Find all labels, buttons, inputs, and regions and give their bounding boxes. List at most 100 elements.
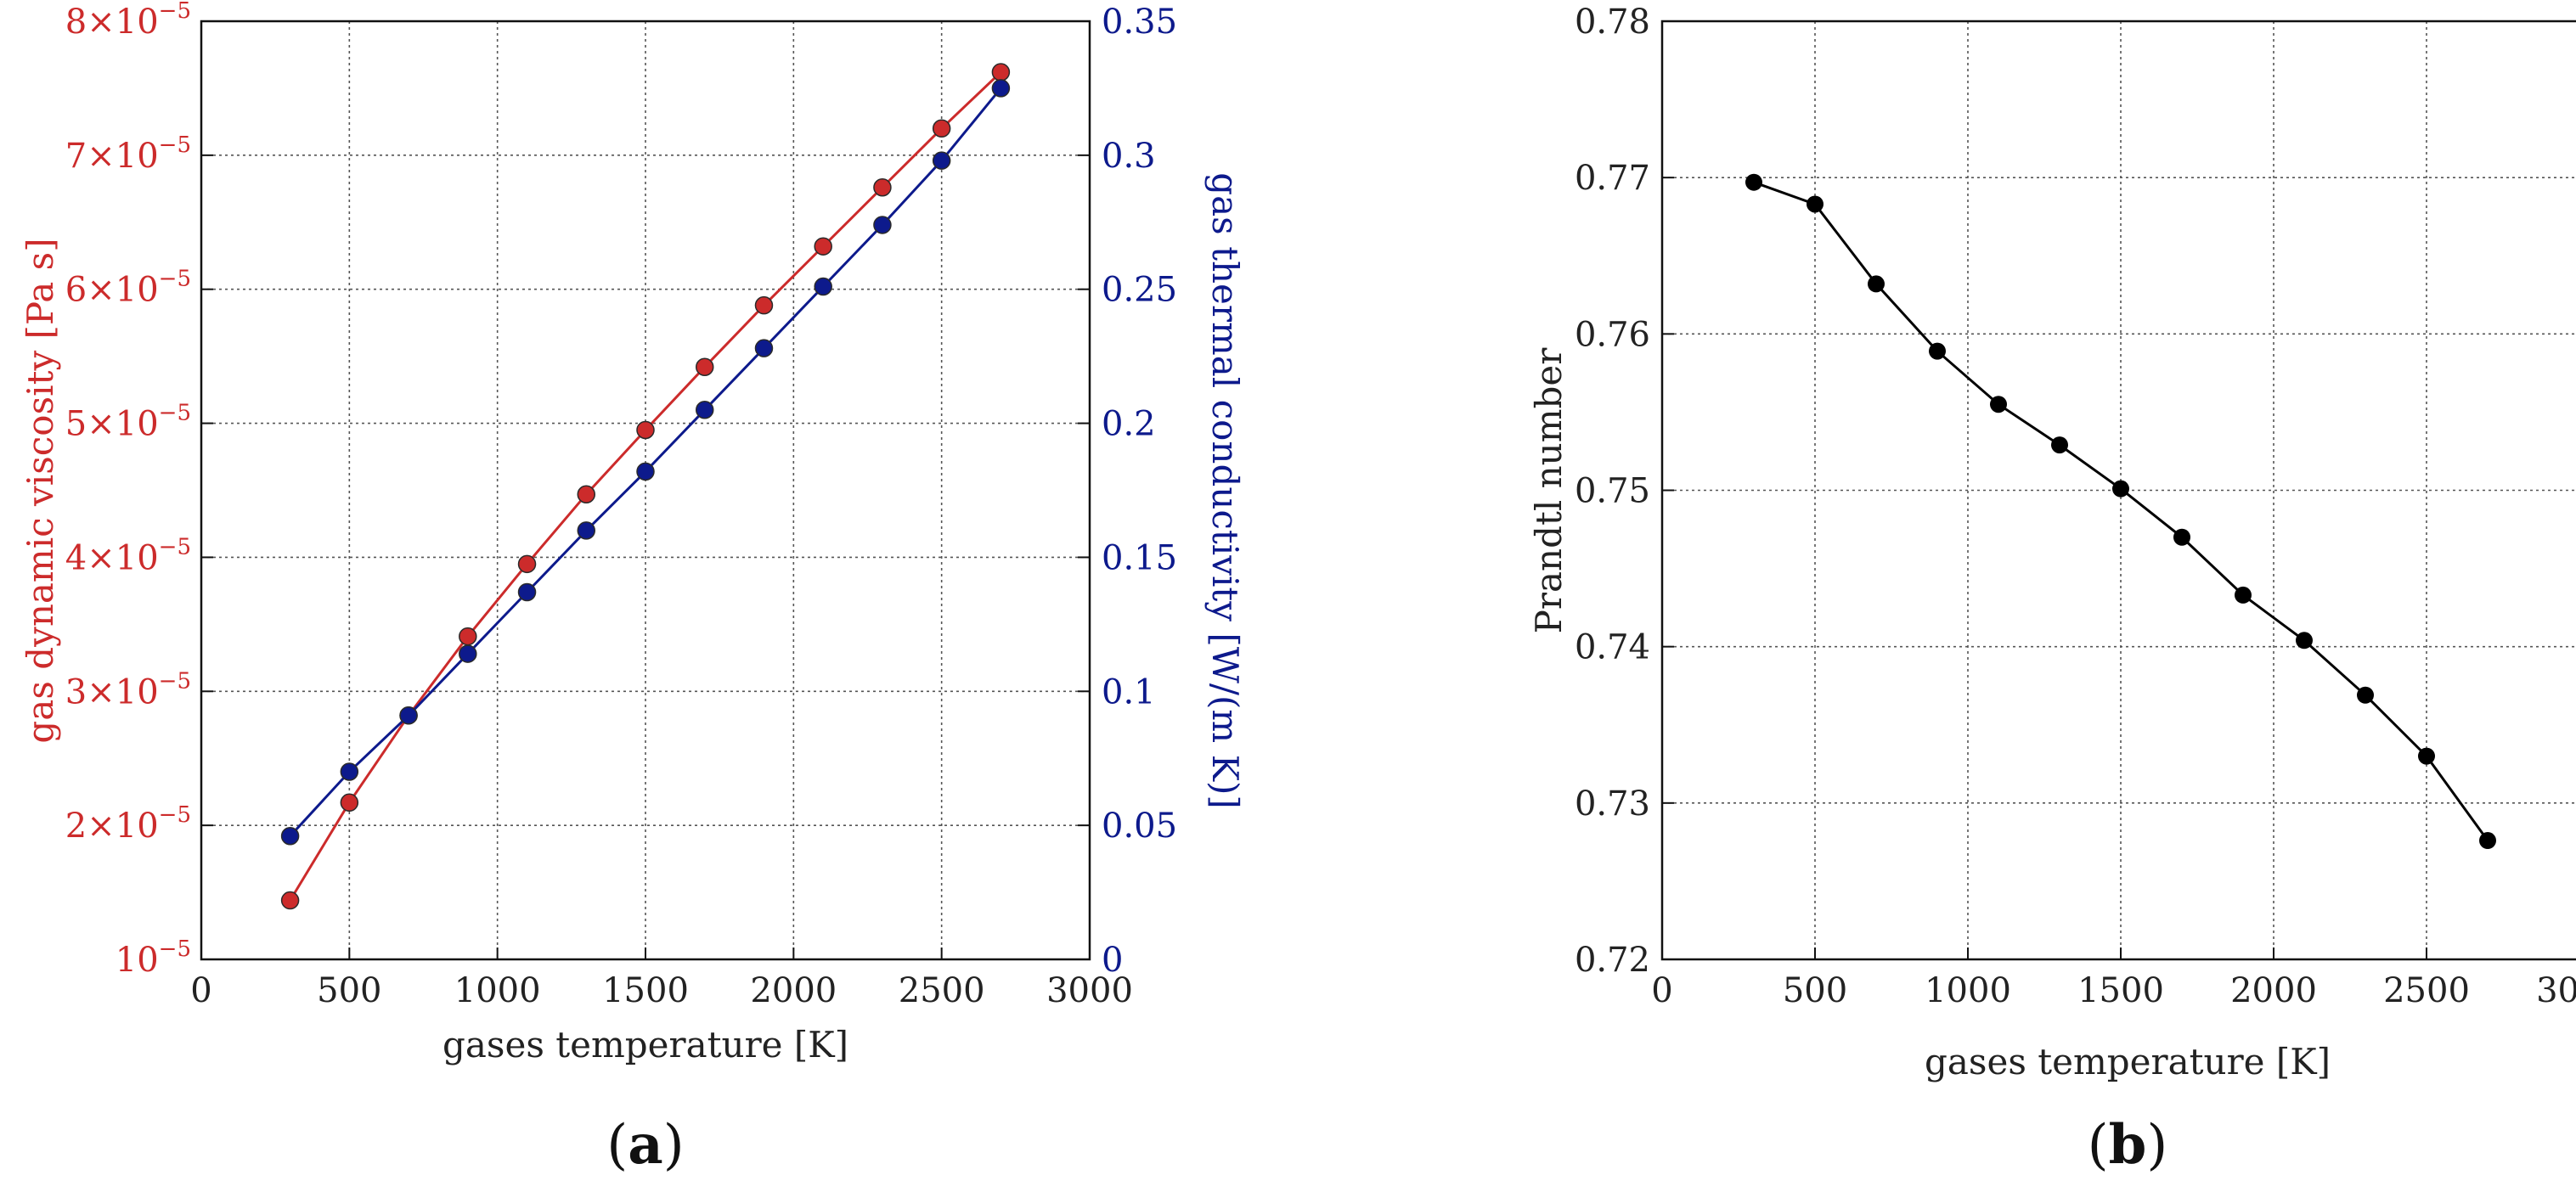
panel-a-y2-tick-label: 0 bbox=[1102, 941, 1123, 980]
panel-b-y-tick-label: 0.73 bbox=[1575, 784, 1650, 824]
panel-a-viscosity-point bbox=[340, 793, 359, 812]
panel-a-y-tick-label: 6×10−5 bbox=[65, 267, 191, 310]
panel-b-y-tick-label: 0.75 bbox=[1575, 472, 1650, 511]
panel-b-prandtl-point bbox=[1745, 173, 1762, 191]
panel-b-x-axis-label: gases temperature [K] bbox=[1925, 1041, 2331, 1082]
panel-a-conductivity-point bbox=[991, 79, 1011, 98]
panel-a-x-tick-label: 500 bbox=[317, 971, 381, 1010]
panel-b-prandtl-point bbox=[2357, 686, 2374, 704]
panel-a-viscosity-point bbox=[754, 295, 774, 315]
panel-a-conductivity-point bbox=[695, 401, 714, 419]
panel-a-y2-tick-label: 0.15 bbox=[1102, 538, 1177, 577]
panel-b-y-tick-label: 0.74 bbox=[1575, 628, 1650, 667]
panel-a-viscosity-point bbox=[636, 420, 655, 440]
panel-b-prandtl-point bbox=[2235, 586, 2252, 604]
panel-b-prandtl-point bbox=[2173, 528, 2190, 546]
panel-a-y-tick-label: 2×10−5 bbox=[65, 802, 191, 846]
panel-a-viscosity-point bbox=[932, 119, 951, 138]
panel-a-grid bbox=[201, 21, 1090, 959]
panel-a-y-tick-label: 8×10−5 bbox=[65, 0, 191, 42]
panel-b-x-tick-label: 2500 bbox=[2383, 971, 2470, 1010]
panel-a-caption-close: ) bbox=[663, 1114, 685, 1177]
panel-a-x-tick-label: 1500 bbox=[602, 971, 689, 1010]
panel-a-caption-open: ( bbox=[606, 1114, 628, 1177]
panel-b-ticks bbox=[1661, 20, 2427, 960]
panel-b-x-tick-label: 2000 bbox=[2230, 971, 2317, 1010]
panel-a-viscosity-point bbox=[873, 177, 892, 197]
panel-a-viscosity-point bbox=[517, 554, 537, 574]
panel-a-conductivity-point bbox=[932, 151, 951, 170]
panel-a-y2-axis-label: gas thermal conductivity [W/(m K)] bbox=[1204, 172, 1246, 809]
panel-a-y2-tick-label: 0.3 bbox=[1102, 137, 1156, 176]
panel-b-prandtl-point bbox=[1929, 342, 1946, 360]
panel-b-x-tick-label: 3000 bbox=[2536, 971, 2576, 1010]
panel-a-y2-tick-label: 0.25 bbox=[1102, 271, 1177, 310]
panel-a-conductivity-point bbox=[517, 582, 537, 602]
panel-a-viscosity-point bbox=[280, 891, 300, 910]
panel-a-conductivity-point bbox=[340, 762, 359, 781]
panel-b-caption-open: ( bbox=[2088, 1114, 2109, 1177]
panel-b-prandtl-point bbox=[1807, 195, 1823, 213]
panel-a-conductivity-point bbox=[636, 462, 655, 481]
panel-a-viscosity-point bbox=[695, 357, 714, 377]
panel-a-viscosity-point bbox=[991, 63, 1011, 82]
panel-b-prandtl-point bbox=[2051, 436, 2068, 454]
panel-b-y-tick-label: 0.78 bbox=[1575, 3, 1650, 42]
panel-b-prandtl-point bbox=[2112, 480, 2129, 498]
panel-a-y-tick-label: 3×10−5 bbox=[65, 668, 191, 711]
panel-a-x-tick-labels: 0 500 1000 1500 2000 2500 3000 bbox=[190, 971, 1133, 1010]
panel-b-prandtl-point bbox=[2296, 632, 2313, 649]
panel-b-y-tick-label: 0.77 bbox=[1575, 159, 1650, 198]
panel-b-x-tick-label: 500 bbox=[1783, 971, 1847, 1010]
panel-b-y-tick-label: 0.76 bbox=[1575, 315, 1650, 354]
panel-b-y-tick-label: 0.72 bbox=[1575, 941, 1650, 980]
panel-b-prandtl-point bbox=[1868, 275, 1885, 293]
panel-a-conductivity-point bbox=[873, 216, 892, 234]
panel-b-prandtl-point bbox=[1990, 396, 2007, 413]
panel-a-y2-tick-label: 0.05 bbox=[1102, 807, 1177, 846]
panel-a-conductivity-point bbox=[814, 277, 832, 296]
panel-a-viscosity-point bbox=[814, 237, 832, 256]
panel-a-x-tick-label: 0 bbox=[190, 971, 211, 1010]
panel-a-conductivity-point bbox=[280, 827, 300, 846]
panel-a-x-tick-label: 2000 bbox=[750, 971, 837, 1010]
panel-b-x-tick-label: 0 bbox=[1651, 971, 1672, 1010]
panel-a-y-tick-label: 7×10−5 bbox=[65, 132, 191, 176]
panel-a-x-axis-label: gases temperature [K] bbox=[442, 1024, 848, 1065]
panel-b-caption: (b) bbox=[2088, 1113, 2168, 1177]
panel-a-conductivity-point bbox=[459, 644, 477, 663]
panel-a-y-axis-label: gas dynamic viscosity [Pa s] bbox=[20, 238, 61, 743]
panel-a-y2-tick-label: 0.35 bbox=[1102, 3, 1177, 42]
panel-b-series-points bbox=[1745, 173, 2496, 850]
panel-a-y2-tick-label: 0.2 bbox=[1102, 405, 1156, 444]
panel-a-series-points bbox=[280, 63, 1011, 910]
panel-a-conductivity-point bbox=[754, 339, 774, 357]
panel-a-y-tick-label: 10−5 bbox=[116, 936, 191, 980]
panel-a-conductivity-point bbox=[577, 521, 596, 540]
panel-a-chart: 0 500 1000 1500 2000 2500 3000 10−5 2×10−5 3×10−… bbox=[20, 0, 1246, 1177]
panel-b-caption-letter: b bbox=[2109, 1113, 2147, 1177]
panel-a-conductivity-point bbox=[399, 706, 418, 725]
panel-a-y-tick-label: 5×10−5 bbox=[65, 401, 191, 444]
panel-a-caption-letter: a bbox=[628, 1113, 662, 1177]
panel-b-x-tick-label: 1000 bbox=[1925, 971, 2011, 1010]
panel-a-viscosity-point bbox=[459, 627, 477, 646]
panel-b-prandtl-point bbox=[2479, 832, 2496, 850]
panel-b-caption-close: ) bbox=[2146, 1114, 2167, 1177]
panel-b-prandtl-point bbox=[2418, 747, 2435, 765]
panel-a-x-tick-label: 2500 bbox=[899, 971, 985, 1010]
panel-b-x-tick-labels: 0 500 1000 1500 2000 2500 3000 bbox=[1651, 971, 2576, 1010]
panel-b-y-tick-labels: 0.72 0.73 0.74 0.75 0.76 0.77 0.78 bbox=[1575, 3, 1650, 980]
panel-a-x-tick-label: 3000 bbox=[1046, 971, 1133, 1010]
panel-a-ticks bbox=[200, 20, 1091, 960]
panel-a-viscosity-point bbox=[577, 485, 596, 503]
panel-b-x-tick-label: 1500 bbox=[2077, 971, 2164, 1010]
panel-a-x-tick-label: 1000 bbox=[454, 971, 541, 1010]
panel-a-caption: (a) bbox=[606, 1113, 684, 1177]
panel-a-y2-tick-labels: 0 0.05 0.1 0.15 0.2 0.25 0.3 0.35 bbox=[1102, 3, 1177, 980]
panel-a-y-tick-label: 4×10−5 bbox=[65, 534, 191, 577]
panel-a-y-tick-labels: 10−5 2×10−5 3×10−5 4×10−5 5×10−5 6×10−5 7×10−5… bbox=[65, 0, 191, 980]
